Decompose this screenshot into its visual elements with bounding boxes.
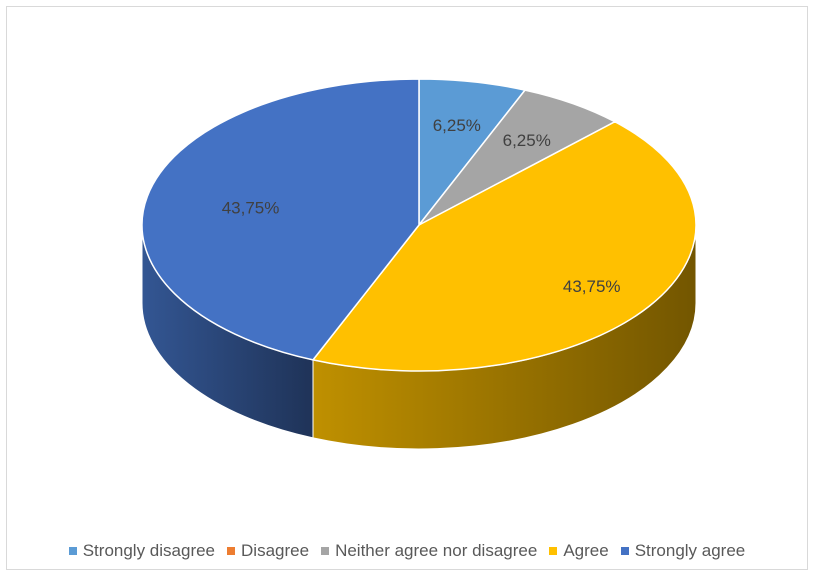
legend-label: Disagree [241, 541, 310, 560]
pie-slice-agree[interactable] [311, 120, 697, 372]
data-label-3: 43,75% [563, 277, 621, 296]
chart-frame: 6,25% 6,25% 43,75% 43,75% Strongly disagree… [6, 6, 808, 570]
legend-label: Agree [563, 541, 609, 560]
legend-item-disagree[interactable]: Disagree [227, 541, 309, 561]
data-label-4: 43,75% [222, 198, 280, 217]
data-label-2: 6,25% [503, 131, 551, 150]
legend-swatch [549, 547, 558, 555]
legend: Strongly disagree Disagree Neither agree… [7, 541, 807, 561]
legend-label: Neither agree nor disagree [335, 541, 538, 560]
pie-tops [141, 78, 697, 372]
pie-data-labels: 6,25% 6,25% 43,75% 43,75% [222, 116, 621, 296]
legend-item-neither[interactable]: Neither agree nor disagree [321, 541, 537, 561]
pie-slice-strongly-agree[interactable] [141, 78, 420, 361]
pie-chart: 6,25% 6,25% 43,75% 43,75% [141, 78, 697, 450]
legend-swatch [321, 547, 330, 555]
legend-item-strongly-agree[interactable]: Strongly agree [620, 541, 746, 561]
legend-swatch [620, 547, 629, 555]
data-label-0: 6,25% [433, 116, 481, 135]
legend-item-strongly-disagree[interactable]: Strongly disagree [68, 541, 216, 561]
legend-label: Strongly agree [634, 541, 746, 560]
legend-swatch [227, 547, 236, 555]
legend-item-agree[interactable]: Agree [549, 541, 609, 561]
legend-swatch [68, 547, 77, 555]
legend-label: Strongly disagree [82, 541, 216, 560]
